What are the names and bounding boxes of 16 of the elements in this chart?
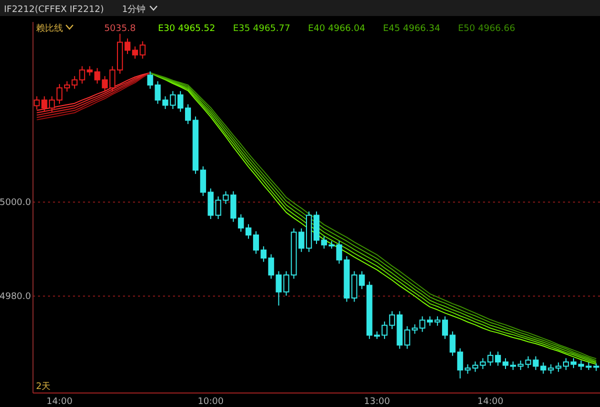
- annotation: 2天: [36, 381, 51, 392]
- y-tick-label: 5000.0: [0, 198, 32, 208]
- x-tick-label: 13:00: [364, 397, 390, 407]
- text: E35 4965.77: [233, 24, 290, 34]
- chart-subtitle: 1分钟: [122, 4, 146, 15]
- legend-title: 赖比线: [36, 23, 63, 34]
- x-tick-label: 14:00: [477, 397, 504, 407]
- y-tick-label: 4980.0: [0, 292, 32, 302]
- annotation: 5035.8: [104, 24, 136, 34]
- text: E45 4966.34: [383, 24, 440, 34]
- text: E30 4965.52: [158, 24, 216, 34]
- text: E40 4966.04: [308, 24, 366, 34]
- text: E50 4966.66: [458, 24, 516, 34]
- chart-title: IF2212(CFFEX IF2212): [4, 5, 104, 15]
- x-tick-label: 10:00: [198, 397, 224, 407]
- x-tick-label: 14:00: [46, 397, 73, 407]
